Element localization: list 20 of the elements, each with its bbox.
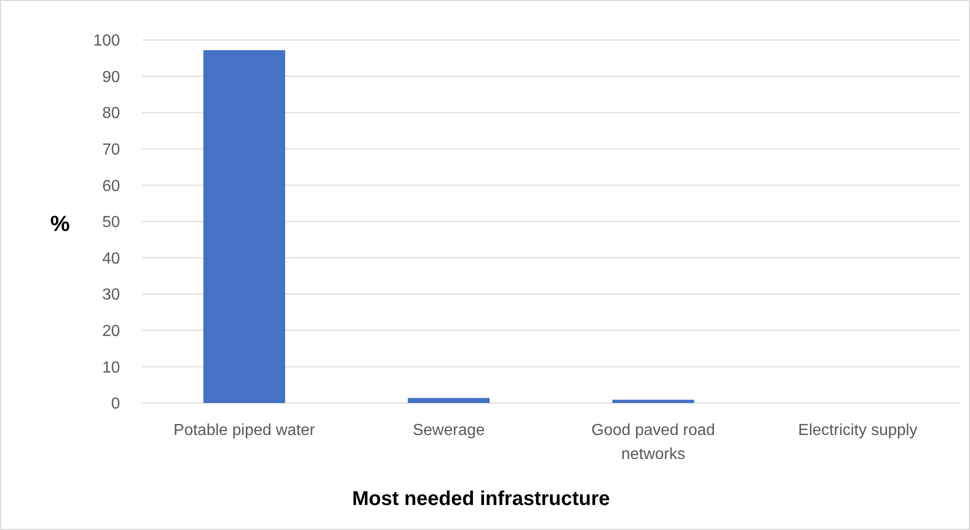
y-tick-label: 30 [102,286,120,304]
bar [612,400,694,403]
y-tick-label: 100 [93,32,120,50]
y-axis-title: % [50,211,70,236]
y-tick-label: 10 [102,359,120,376]
x-tick-label: Electricity supply [798,422,918,439]
y-tick-label: 50 [102,214,120,232]
x-axis-title: Most needed infrastructure [352,488,610,510]
bar [408,398,490,403]
x-tick-label: Sewerage [412,422,485,439]
x-tick-label: Potable piped water [174,422,316,439]
y-tick-label: 70 [102,142,120,158]
bar [203,50,286,403]
y-tick-label: 90 [102,68,120,86]
x-tick-label: Good paved road networks [591,422,716,463]
y-tick-label: 80 [102,105,120,122]
y-tick-label: 40 [102,250,120,268]
y-tick-label: 60 [102,178,120,195]
y-tick-label: 0 [111,396,120,413]
y-tick-label: 20 [102,323,120,340]
